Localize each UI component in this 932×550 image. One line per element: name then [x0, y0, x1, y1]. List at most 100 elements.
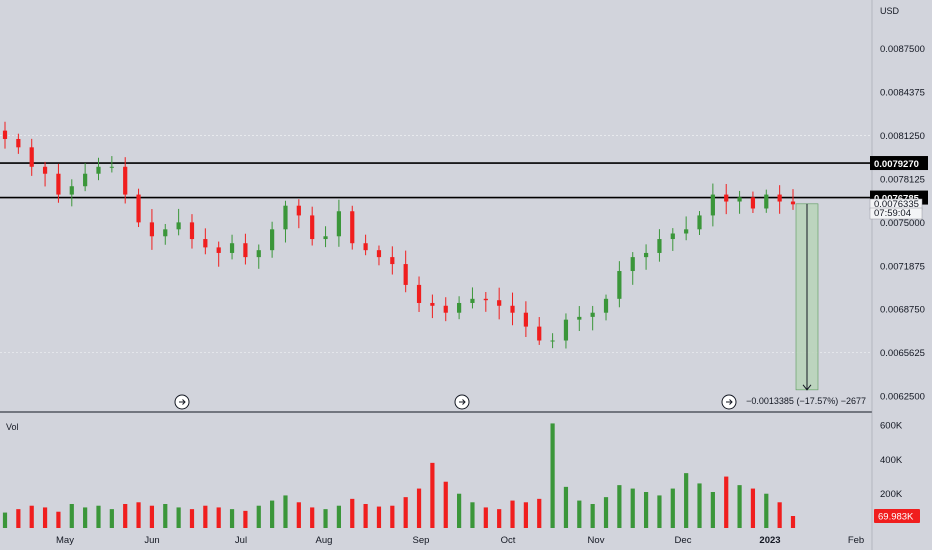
candle-body — [470, 298, 475, 303]
y-tick-label: 0.0071875 — [880, 261, 925, 272]
candle-body — [764, 194, 769, 209]
candle-body — [510, 305, 515, 313]
volume-bar — [216, 507, 221, 528]
candle-body — [483, 298, 488, 301]
volume-bar — [523, 502, 528, 528]
candle-body — [684, 229, 689, 234]
candle-body — [323, 236, 328, 240]
candle-body — [790, 201, 796, 205]
volume-bar — [577, 500, 582, 528]
y-tick-label: 0.0087500 — [880, 44, 925, 55]
candle-body — [523, 312, 528, 327]
volume-bar — [323, 509, 328, 528]
x-tick-label: Aug — [316, 535, 333, 546]
candle-body — [617, 271, 622, 299]
y-tick-label: 0.0084375 — [880, 88, 925, 99]
candle-body — [376, 250, 382, 258]
volume-bar — [350, 498, 355, 528]
candle-body — [457, 302, 462, 313]
x-tick-label: Feb — [848, 535, 864, 546]
y-tick-label: 0.0062500 — [880, 392, 925, 403]
candle-body — [96, 166, 101, 174]
volume-bar — [336, 505, 341, 528]
volume-badge-text: 69.983K — [878, 512, 914, 523]
volume-bar — [109, 509, 114, 528]
price-badge-text: 0.0079270 — [874, 159, 919, 170]
candle-body — [109, 166, 114, 168]
candle-body — [243, 243, 248, 258]
volume-bar — [510, 500, 515, 528]
volume-bar — [697, 483, 702, 528]
volume-bar — [310, 507, 315, 528]
x-tick-label: May — [56, 535, 74, 546]
y-tick-label: 0.0078125 — [880, 174, 925, 185]
candle-body — [737, 197, 742, 202]
measure-arrow-head — [802, 384, 812, 391]
candle-body — [590, 312, 595, 317]
volume-bar — [283, 495, 288, 528]
x-tick-label: 2023 — [759, 535, 780, 546]
x-tick-label: Sep — [413, 535, 430, 546]
volume-bar — [443, 481, 448, 528]
candle-body — [630, 257, 635, 272]
volume-bar — [56, 511, 61, 528]
candle-body — [189, 222, 195, 240]
volume-bar — [483, 507, 488, 528]
volume-tick-label: 600K — [880, 421, 903, 432]
candle-body — [310, 215, 315, 240]
candle-body — [403, 264, 408, 285]
candle-body — [697, 215, 702, 230]
volume-bar — [363, 504, 368, 528]
volume-bar — [643, 492, 649, 528]
volume-bar — [203, 505, 208, 528]
candle-body — [724, 194, 729, 202]
volume-bar — [764, 493, 769, 528]
volume-bar — [630, 488, 635, 528]
volume-bar — [710, 492, 715, 528]
candle-body — [136, 194, 141, 223]
volume-bar — [163, 504, 168, 528]
volume-bar — [670, 488, 675, 528]
candle-body — [577, 316, 582, 320]
volume-bar — [724, 476, 729, 528]
price-badge-text: 0.0076335 — [874, 199, 919, 210]
volume-bar — [176, 507, 181, 528]
volume-bar — [390, 505, 395, 528]
candle-body — [350, 211, 355, 244]
volume-bar — [243, 510, 248, 528]
volume-bar — [563, 486, 569, 528]
volume-label: Vol — [6, 422, 19, 432]
candle-body — [430, 302, 435, 306]
y-tick-label: 0.0081250 — [880, 131, 925, 142]
price-badge-text: 07:59:04 — [874, 208, 911, 219]
candle-body — [56, 173, 61, 195]
candle-body — [29, 147, 34, 167]
price-badge — [870, 156, 928, 171]
candle-body — [149, 222, 155, 237]
candle-body — [537, 326, 542, 341]
volume-tick-label: 200K — [880, 489, 903, 500]
volume-bar — [590, 504, 595, 528]
candle-body — [777, 194, 782, 202]
arrow-glyph — [726, 399, 733, 405]
volume-bar — [550, 423, 555, 528]
volume-tick-label: 400K — [880, 455, 903, 466]
volume-bar — [2, 512, 8, 528]
volume-bar — [617, 485, 622, 528]
volume-bar — [684, 473, 689, 528]
candle-body — [176, 222, 181, 230]
candle-body — [296, 205, 301, 216]
candle-body — [83, 173, 88, 187]
y-tick-label: 0.0068750 — [880, 305, 925, 316]
volume-bar — [603, 497, 609, 528]
volume-bar — [42, 507, 48, 528]
volume-bar — [123, 504, 128, 528]
candle-body — [550, 340, 555, 342]
volume-bar — [189, 509, 195, 528]
candle-body — [229, 243, 235, 253]
candle-body — [750, 197, 756, 209]
candle-body — [216, 247, 221, 253]
volume-bar — [403, 497, 408, 528]
